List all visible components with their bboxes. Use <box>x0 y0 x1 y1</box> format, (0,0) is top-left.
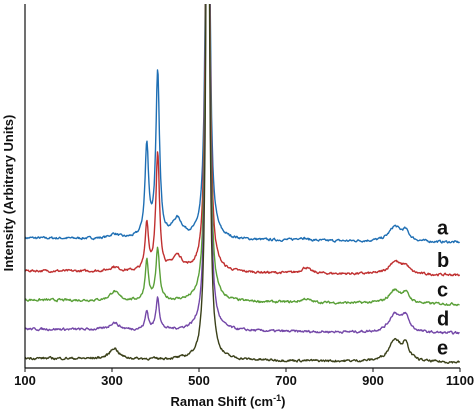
series-label-e: e <box>437 338 448 360</box>
series-label-b: b <box>437 250 449 272</box>
axes-layer: 100 300 500 700 900 1100 <box>14 4 474 388</box>
series-line-d <box>25 4 460 335</box>
series-label-d: d <box>437 308 449 330</box>
series-label-c: c <box>437 279 448 301</box>
x-tick-label-900: 900 <box>362 373 384 388</box>
y-axis-title: Intensity (Arbitrary Units) <box>1 115 16 272</box>
x-tick-label-500: 500 <box>188 373 210 388</box>
x-tick-label-700: 700 <box>275 373 297 388</box>
series-line-a <box>25 4 460 244</box>
series-line-e <box>25 4 460 364</box>
x-tick-label-1100: 1100 <box>446 373 474 388</box>
x-tick-label-100: 100 <box>14 373 36 388</box>
series-layer <box>25 4 460 364</box>
series-line-c <box>25 4 460 307</box>
x-axis-title: Raman Shift (cm-1) <box>171 393 286 409</box>
x-tick-label-300: 300 <box>101 373 123 388</box>
series-line-b <box>25 4 460 277</box>
series-label-a: a <box>437 217 449 239</box>
